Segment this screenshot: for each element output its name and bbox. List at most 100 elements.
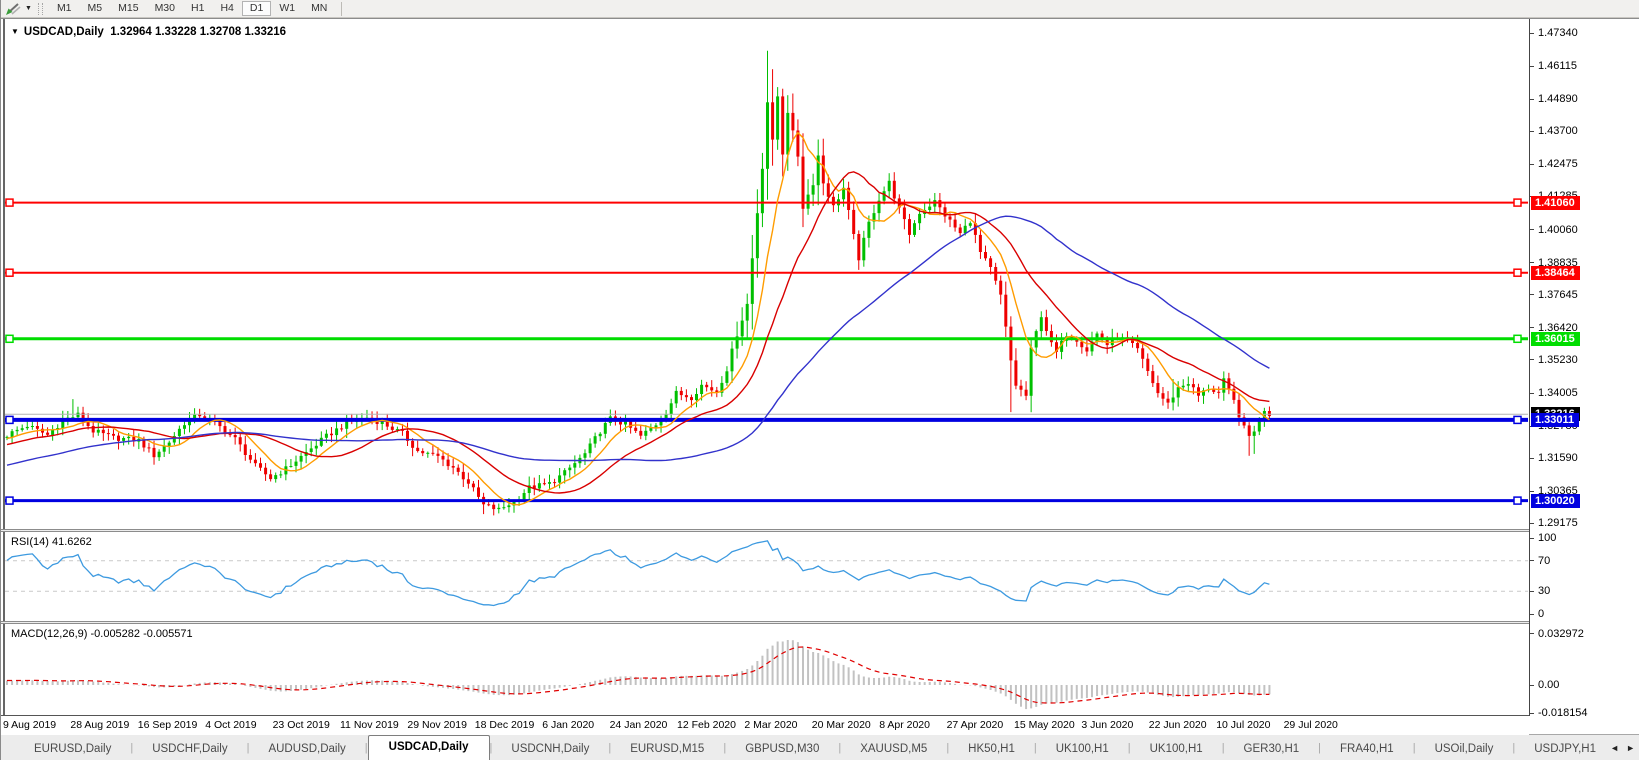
- chart-tab-usoil-daily[interactable]: USOil,Daily: [1434, 743, 1494, 755]
- chart-tab-hk50-h1[interactable]: HK50,H1: [968, 743, 1015, 755]
- price-tag: 1.33011: [1531, 412, 1580, 427]
- chart-tab-usdcnh-daily[interactable]: USDCNH,Daily: [511, 743, 590, 755]
- timeframe-buttons: M1 M5 M15 M30 H1 H4 D1 W1 MN: [49, 0, 335, 18]
- rsi-pane[interactable]: [5, 532, 1528, 621]
- horizontal-levels-layer: [5, 201, 1528, 503]
- date-axis[interactable]: 9 Aug 2019 28 Aug 2019 16 Sep 2019 4 Oct 20…: [1, 716, 1529, 735]
- price-tick: 1.36420: [1530, 322, 1578, 334]
- chart-tab-eurusd-m15[interactable]: EURUSD,M15: [630, 743, 705, 755]
- price-tag: 1.38464: [1531, 265, 1580, 280]
- rsi-value: 41.6262: [51, 536, 92, 548]
- toolbar-divider: [341, 1, 343, 16]
- price-tick: 30: [1530, 585, 1550, 597]
- timeframe-h1-button[interactable]: H1: [191, 2, 205, 14]
- timeframe-d1-button[interactable]: D1: [241, 1, 272, 16]
- toolbar-grip: [41, 2, 43, 15]
- timeframe-m15-button[interactable]: M15: [118, 2, 139, 14]
- date-label: 18 Dec 2019: [474, 719, 535, 731]
- chart-tab-usdchf-daily[interactable]: USDCHF,Daily: [152, 743, 228, 755]
- price-tick: 100: [1530, 532, 1556, 544]
- chart-tab-uk100-h1[interactable]: UK100,H1: [1149, 743, 1203, 755]
- date-label: 11 Nov 2019: [340, 719, 399, 731]
- tab-separator: |: [246, 742, 250, 754]
- date-label: 22 Jun 2020: [1148, 719, 1207, 731]
- price-tick: 1.44890: [1530, 93, 1578, 105]
- timeframe-m5-button[interactable]: M5: [87, 2, 103, 14]
- chart-tab-fra40-h1[interactable]: FRA40,H1: [1340, 743, 1394, 755]
- tab-separator: |: [1412, 742, 1416, 754]
- chart-symbol-label: USDCAD,Daily: [23, 26, 104, 38]
- date-label: 20 Mar 2020: [811, 719, 871, 731]
- tab-list: EURUSD,Daily | USDCHF,Daily | AUDUSD,Daily | U…: [1, 735, 1603, 760]
- main-chart-pane[interactable]: [5, 21, 1528, 529]
- tab-separator: |: [723, 742, 727, 754]
- tabs-scroll-right-button[interactable]: ►: [1626, 743, 1635, 753]
- chart-tools-button[interactable]: ▼: [1, 1, 35, 17]
- price-axis[interactable]: 1.473401.461151.448901.437001.424751.412…: [1529, 19, 1639, 719]
- chart-tab-usdjpy-h1[interactable]: USDJPY,H1: [1534, 743, 1597, 755]
- dropdown-arrow-icon: ▼: [25, 5, 32, 12]
- price-tick: 1.29175: [1530, 517, 1578, 529]
- tabs-scroll-left-button[interactable]: ◄: [1610, 743, 1620, 753]
- price-tick: 0: [1530, 608, 1544, 620]
- date-label: 10 Jul 2020: [1216, 719, 1271, 731]
- chart-tab-uk100-h1[interactable]: UK100,H1: [1055, 743, 1109, 755]
- date-label: 15 May 2020: [1014, 719, 1075, 731]
- date-label: 8 Apr 2020: [879, 719, 930, 731]
- macd-label: MACD(12,26,9) -0.005282 -0.005571: [11, 628, 193, 640]
- macd-pane[interactable]: [5, 624, 1528, 715]
- tab-separator: |: [1221, 742, 1225, 754]
- macd-histogram-layer: [6, 640, 1271, 710]
- price-tick: 0.00: [1530, 679, 1559, 691]
- pane-separator[interactable]: [1, 529, 1639, 532]
- chart-tab-audusd-daily[interactable]: AUDUSD,Daily: [268, 743, 346, 755]
- top-toolbar: ▼ M1 M5 M15 M30 H1 H4 D1 W1 MN: [1, 0, 1639, 18]
- tab-separator: |: [946, 742, 950, 754]
- chart-tab-ger30-h1[interactable]: GER30,H1: [1243, 743, 1300, 755]
- price-tick: 1.37645: [1530, 289, 1578, 301]
- price-tick: 1.43700: [1530, 125, 1578, 137]
- price-tick: 1.31590: [1530, 452, 1578, 464]
- date-label: 27 Apr 2020: [946, 719, 1004, 731]
- timeframe-h4-button[interactable]: H4: [220, 2, 234, 14]
- toolbar-grip: [37, 2, 39, 15]
- timeframe-m1-button[interactable]: M1: [56, 2, 72, 14]
- price-tick: 0.032972: [1530, 628, 1584, 640]
- macd-values: -0.005282 -0.005571: [90, 628, 193, 640]
- chart-tab-xauusd-m5[interactable]: XAUUSD,M5: [860, 743, 928, 755]
- tab-separator: |: [1318, 742, 1322, 754]
- date-label: 28 Aug 2019: [70, 719, 130, 731]
- timeframe-mn-button[interactable]: MN: [311, 2, 328, 14]
- price-tick: 1.42475: [1530, 158, 1578, 170]
- tab-separator: |: [364, 742, 368, 754]
- timeframe-w1-button[interactable]: W1: [279, 2, 296, 14]
- date-label: 24 Jan 2020: [609, 719, 668, 731]
- chart-tab-usdcad-daily[interactable]: USDCAD,Daily: [367, 735, 490, 760]
- date-label: 23 Oct 2019: [272, 719, 330, 731]
- chart-left-border: [3, 19, 5, 716]
- chart-ohlc-values: 1.32964 1.33228 1.32708 1.33216: [110, 26, 287, 38]
- tab-separator: |: [838, 742, 842, 754]
- date-label: 9 Aug 2019: [3, 719, 57, 731]
- price-tick: 1.46115: [1530, 60, 1577, 72]
- date-label: 3 Jun 2020: [1081, 719, 1134, 731]
- pane-separator[interactable]: [1, 621, 1639, 624]
- macd-signal-line: [7, 646, 1270, 704]
- date-label: 4 Oct 2019: [205, 719, 257, 731]
- candlestick-layer: [5, 50, 1271, 516]
- timeframe-m30-button[interactable]: M30: [154, 2, 175, 14]
- chart-tab-gbpusd-m30[interactable]: GBPUSD,M30: [745, 743, 820, 755]
- chart-dropdown-icon[interactable]: ▼: [11, 27, 19, 36]
- ma-slow-line: [6, 215, 1270, 466]
- price-tag: 1.36015: [1531, 331, 1580, 346]
- price-tick: 1.35230: [1530, 354, 1578, 366]
- chart-tools-icon: [6, 2, 21, 15]
- price-tick: 1.47340: [1530, 27, 1578, 39]
- chart-title: ▼ USDCAD,Daily 1.32964 1.33228 1.32708 1.…: [11, 26, 286, 38]
- tab-separator: |: [1033, 742, 1037, 754]
- ma-medium-line: [6, 171, 1270, 494]
- price-tick: -0.018154: [1530, 707, 1588, 719]
- chart-tab-eurusd-daily[interactable]: EURUSD,Daily: [34, 743, 112, 755]
- tab-separator: |: [130, 742, 134, 754]
